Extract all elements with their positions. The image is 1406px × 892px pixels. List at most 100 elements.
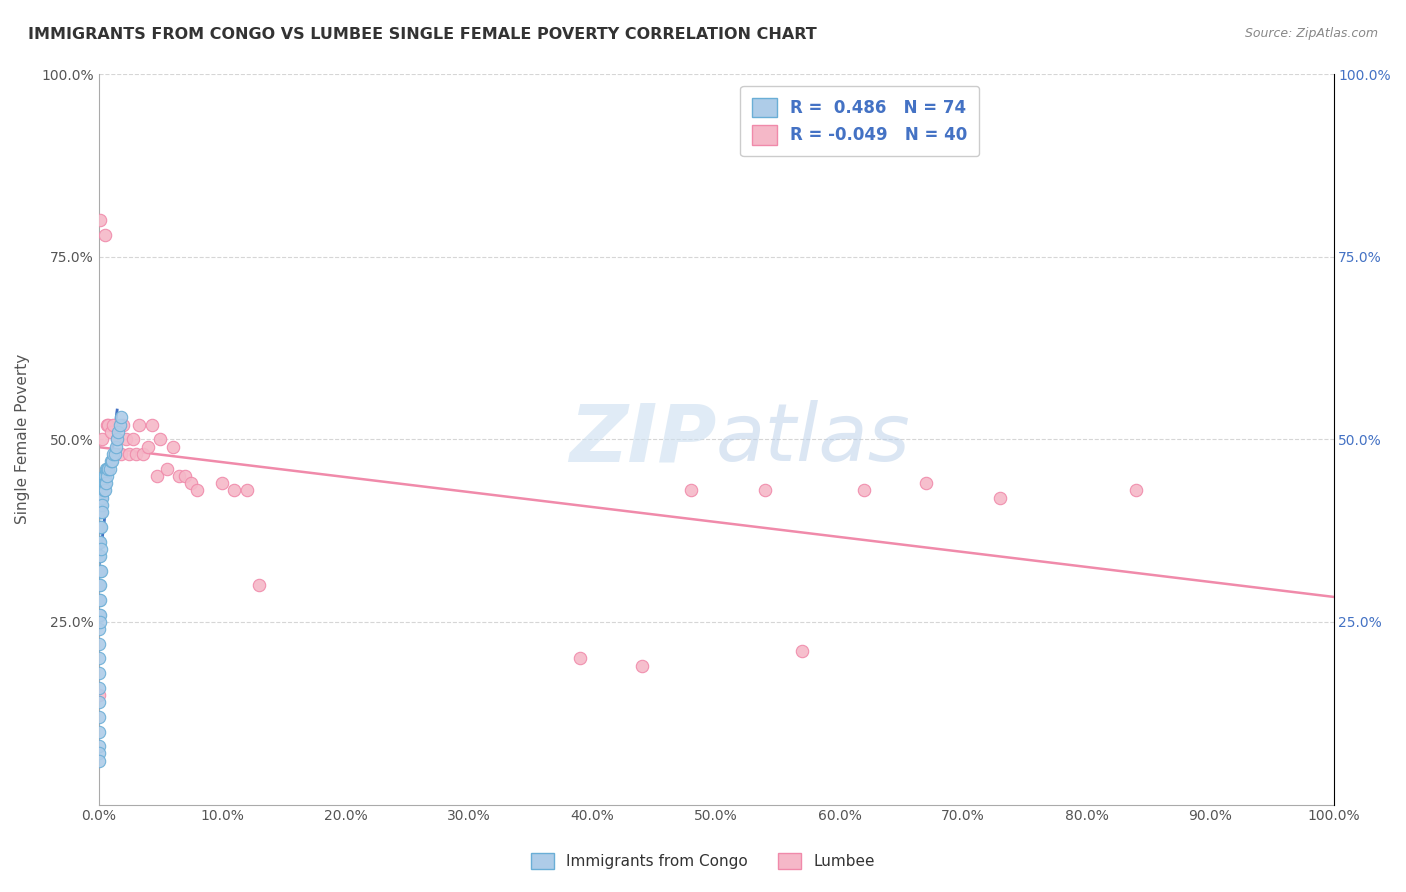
Point bbox=[89, 213, 111, 227]
Point bbox=[90, 520, 112, 534]
Point bbox=[103, 417, 125, 432]
Point bbox=[94, 476, 117, 491]
Point bbox=[87, 651, 110, 665]
Point bbox=[122, 433, 145, 447]
Point bbox=[87, 483, 110, 498]
Point bbox=[91, 498, 114, 512]
Point bbox=[247, 578, 270, 592]
Point bbox=[915, 476, 938, 491]
Point bbox=[100, 425, 122, 439]
Point bbox=[792, 644, 814, 658]
Point bbox=[631, 658, 654, 673]
Point bbox=[89, 549, 111, 564]
Point bbox=[104, 447, 127, 461]
Point bbox=[87, 534, 110, 549]
Point bbox=[87, 754, 110, 768]
Point bbox=[87, 695, 110, 709]
Point bbox=[141, 417, 163, 432]
Point bbox=[87, 593, 110, 607]
Point bbox=[87, 564, 110, 578]
Point bbox=[114, 433, 136, 447]
Point bbox=[89, 505, 111, 519]
Point bbox=[93, 483, 115, 498]
Point bbox=[167, 468, 190, 483]
Point bbox=[87, 666, 110, 681]
Point bbox=[97, 461, 120, 475]
Point bbox=[89, 483, 111, 498]
Point bbox=[145, 468, 167, 483]
Point bbox=[91, 491, 114, 505]
Point bbox=[162, 440, 184, 454]
Point bbox=[224, 483, 246, 498]
Point bbox=[174, 468, 197, 483]
Point bbox=[90, 498, 112, 512]
Point bbox=[89, 607, 111, 622]
Point bbox=[110, 447, 132, 461]
Point bbox=[112, 417, 135, 432]
Point bbox=[89, 476, 111, 491]
Point bbox=[89, 615, 111, 629]
Point bbox=[1125, 483, 1147, 498]
Text: ZIP: ZIP bbox=[568, 401, 716, 478]
Legend: R =  0.486   N = 74, R = -0.049   N = 40: R = 0.486 N = 74, R = -0.049 N = 40 bbox=[741, 86, 980, 156]
Point bbox=[100, 454, 122, 468]
Point bbox=[155, 461, 177, 475]
Point bbox=[87, 505, 110, 519]
Point bbox=[91, 433, 114, 447]
Text: IMMIGRANTS FROM CONGO VS LUMBEE SINGLE FEMALE POVERTY CORRELATION CHART: IMMIGRANTS FROM CONGO VS LUMBEE SINGLE F… bbox=[28, 27, 817, 42]
Point bbox=[87, 681, 110, 695]
Point bbox=[136, 440, 159, 454]
Point bbox=[87, 520, 110, 534]
Point bbox=[87, 549, 110, 564]
Y-axis label: Single Female Poverty: Single Female Poverty bbox=[15, 354, 30, 524]
Point bbox=[87, 710, 110, 724]
Point bbox=[91, 505, 114, 519]
Point bbox=[87, 739, 110, 754]
Point bbox=[87, 483, 110, 498]
Point bbox=[124, 447, 146, 461]
Point bbox=[94, 483, 117, 498]
Point bbox=[87, 498, 110, 512]
Point bbox=[90, 541, 112, 556]
Point bbox=[96, 468, 118, 483]
Point bbox=[180, 476, 202, 491]
Point bbox=[149, 433, 172, 447]
Point bbox=[103, 447, 125, 461]
Point bbox=[87, 747, 110, 761]
Point bbox=[87, 637, 110, 651]
Point bbox=[569, 651, 592, 665]
Point bbox=[988, 491, 1011, 505]
Point bbox=[94, 468, 117, 483]
Point bbox=[87, 607, 110, 622]
Point bbox=[89, 534, 111, 549]
Point bbox=[97, 417, 120, 432]
Point bbox=[101, 454, 124, 468]
Point bbox=[90, 483, 112, 498]
Point bbox=[681, 483, 703, 498]
Point bbox=[89, 564, 111, 578]
Point bbox=[110, 410, 132, 425]
Point bbox=[94, 461, 117, 475]
Point bbox=[104, 440, 127, 454]
Point bbox=[89, 520, 111, 534]
Point bbox=[105, 433, 128, 447]
Point bbox=[94, 476, 117, 491]
Point bbox=[108, 417, 131, 432]
Point bbox=[90, 491, 112, 505]
Point bbox=[96, 417, 118, 432]
Text: atlas: atlas bbox=[716, 401, 911, 478]
Point bbox=[186, 483, 208, 498]
Point bbox=[87, 724, 110, 739]
Point bbox=[118, 447, 141, 461]
Point bbox=[89, 578, 111, 592]
Point bbox=[132, 447, 155, 461]
Point bbox=[87, 476, 110, 491]
Point bbox=[90, 476, 112, 491]
Point bbox=[87, 491, 110, 505]
Point bbox=[211, 476, 233, 491]
Point bbox=[754, 483, 776, 498]
Point bbox=[87, 483, 110, 498]
Point bbox=[93, 476, 115, 491]
Point bbox=[91, 483, 114, 498]
Point bbox=[105, 433, 128, 447]
